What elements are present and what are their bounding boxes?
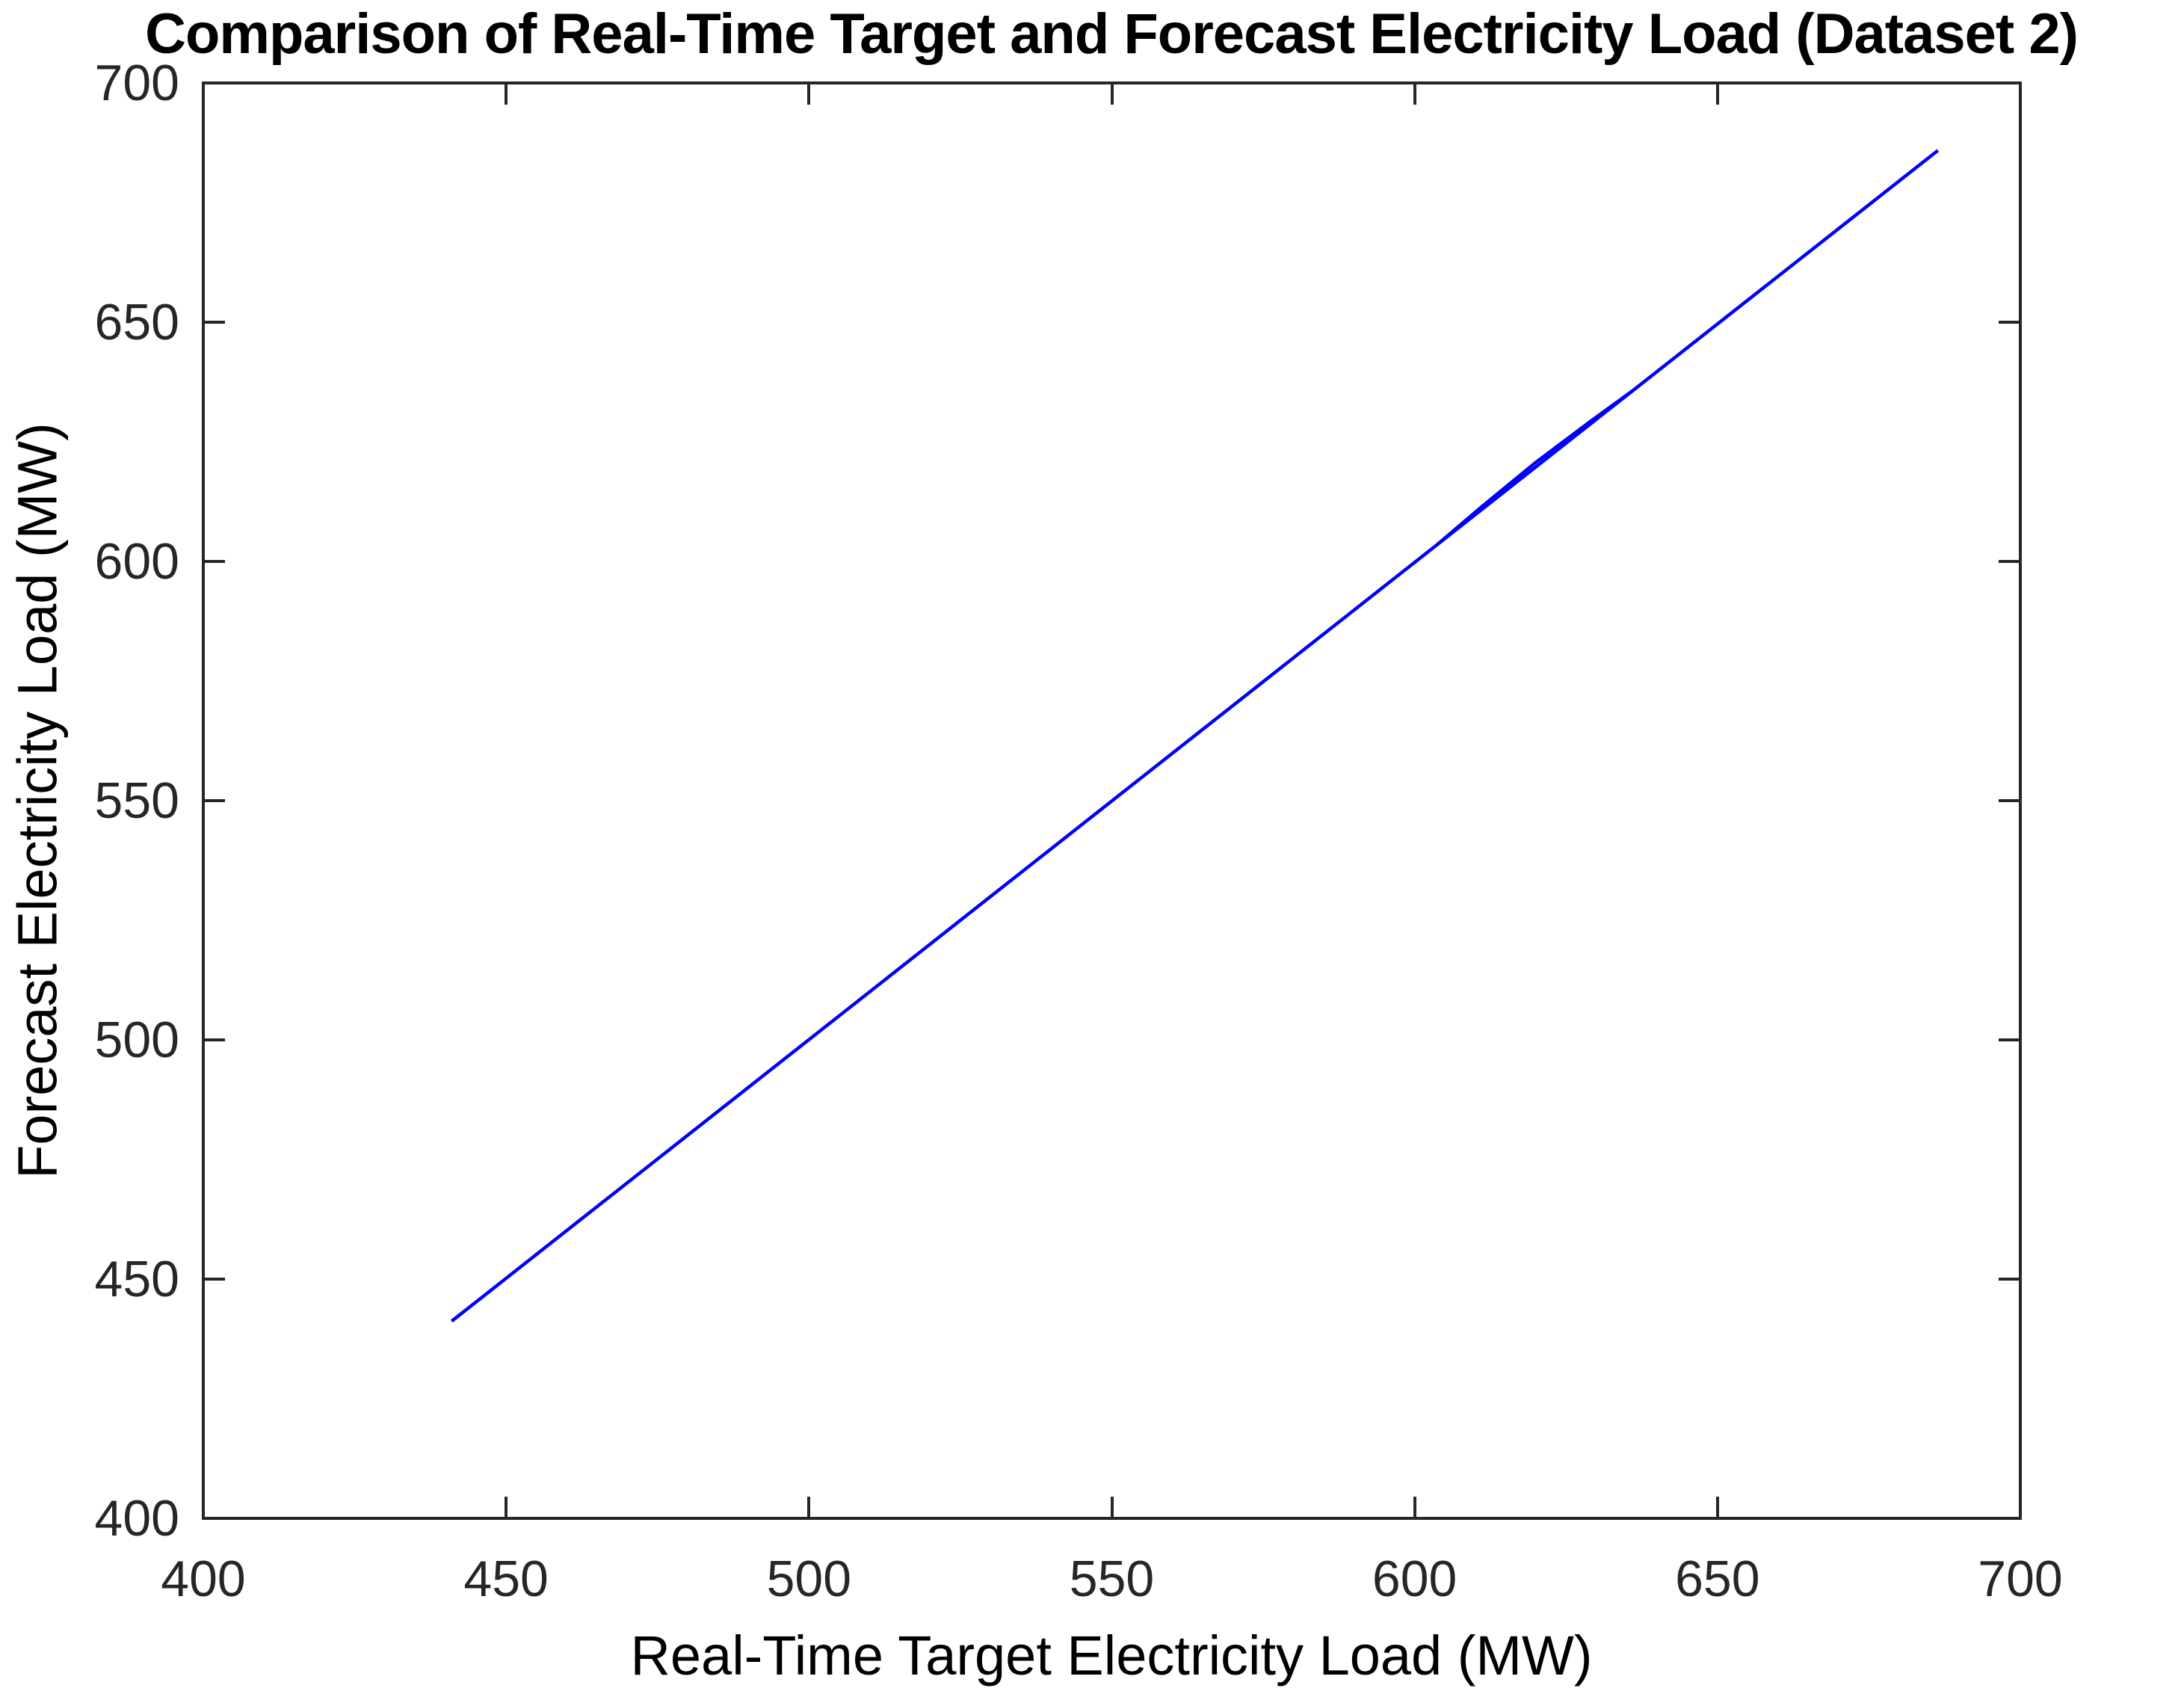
y-tick-label: 500 [94, 1011, 179, 1068]
x-tick-label: 450 [463, 1550, 549, 1607]
x-tick-label: 600 [1372, 1550, 1457, 1607]
data-line-layer [450, 149, 1940, 1323]
tick-mark [205, 1517, 225, 1520]
chart-title: Comparison of Real-Time Target and Forec… [145, 2, 2079, 66]
tick-mark [1999, 1038, 2019, 1041]
tick-mark [202, 84, 205, 105]
y-tick-label: 700 [94, 55, 179, 111]
tick-mark [505, 84, 508, 105]
x-tick-label: 700 [1978, 1550, 2063, 1607]
tick-mark [2019, 84, 2022, 105]
tick-mark [1413, 1497, 1416, 1517]
x-tick-label: 400 [161, 1550, 246, 1607]
tick-mark [1999, 560, 2019, 563]
tick-mark [807, 84, 811, 105]
tick-mark [205, 1278, 225, 1281]
tick-mark [205, 799, 225, 802]
y-tick-label: 450 [94, 1251, 179, 1308]
tick-mark [1999, 799, 2019, 802]
plot-area [202, 81, 2022, 1520]
x-tick-label: 550 [1069, 1550, 1155, 1607]
tick-mark [505, 1497, 508, 1517]
tick-mark [807, 1497, 811, 1517]
tick-mark [2019, 1497, 2022, 1517]
tick-mark [1999, 1278, 2019, 1281]
tick-mark [205, 81, 225, 84]
tick-mark [205, 321, 225, 324]
forecast-vs-target-loop-branch [1437, 389, 1634, 546]
tick-mark [1715, 1497, 1719, 1517]
tick-mark [202, 1497, 205, 1517]
tick-mark [1999, 1517, 2019, 1520]
tick-mark [1413, 84, 1416, 105]
tick-mark [205, 560, 225, 563]
y-tick-label: 400 [94, 1490, 179, 1547]
forecast-vs-target-main [450, 149, 1940, 1323]
y-tick-label: 550 [94, 772, 179, 829]
x-tick-label: 650 [1675, 1550, 1760, 1607]
tick-mark [1999, 321, 2019, 324]
x-tick-label: 500 [766, 1550, 852, 1607]
tick-mark [1110, 1497, 1114, 1517]
tick-mark [1110, 84, 1114, 105]
y-tick-label: 650 [94, 294, 179, 351]
y-tick-label: 600 [94, 533, 179, 590]
tick-mark [205, 1038, 225, 1041]
tick-mark [1999, 81, 2019, 84]
x-axis-label: Real-Time Target Electricity Load (MW) [630, 1625, 1593, 1687]
y-axis-label: Forecast Electricity Load (MW) [6, 422, 69, 1179]
tick-mark [1715, 84, 1719, 105]
